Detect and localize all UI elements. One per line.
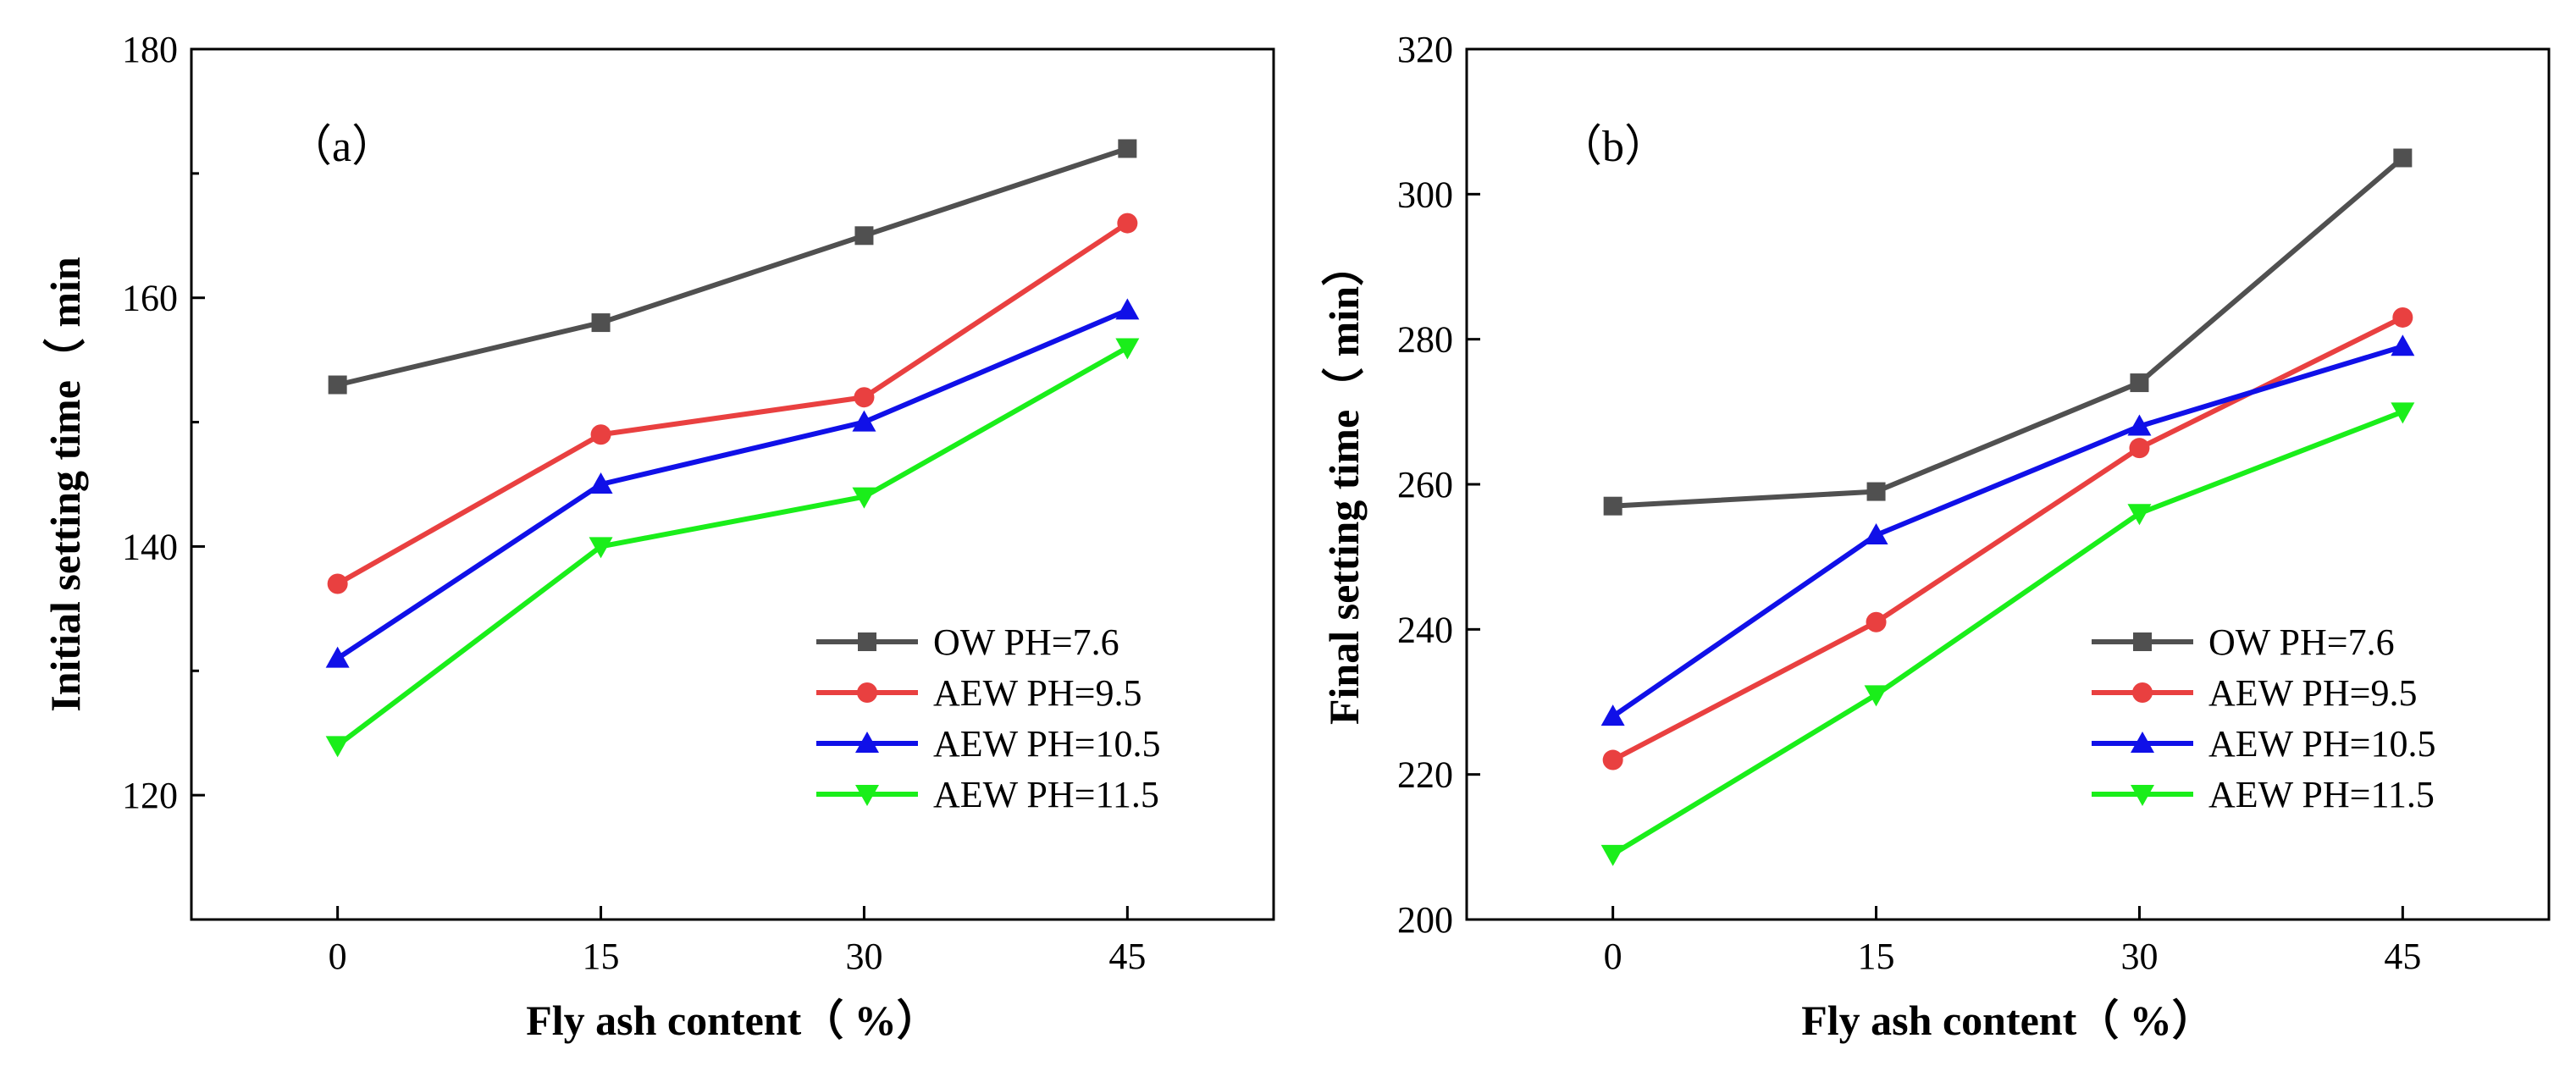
y-tick-label: 140	[122, 526, 178, 567]
axis-ticks: 120 140 160 180 0 15 30 45	[122, 29, 1146, 977]
legend-marker	[2133, 632, 2152, 651]
panel-label: （b）	[1558, 123, 1668, 171]
x-axis-title: Fly ash content（ %）	[1801, 997, 2214, 1044]
panel-label: （a）	[288, 123, 395, 171]
data-point	[590, 424, 611, 445]
data-point	[591, 313, 611, 333]
y-tick-label: 180	[122, 29, 178, 70]
x-tick-label: 45	[2384, 936, 2421, 977]
series-line	[335, 307, 1129, 661]
y-axis-title: Initial setting time（ min	[41, 257, 89, 712]
data-point	[852, 410, 876, 432]
x-tick-label: 30	[845, 936, 882, 977]
plot-frame	[190, 47, 1275, 921]
legend-marker	[2131, 785, 2154, 806]
series-line	[336, 146, 1129, 388]
data-point	[2393, 148, 2413, 168]
y-tick-label: 160	[122, 278, 178, 319]
legend: OW PH=7.6 AEW PH=9.5 AEW PH=10.5 AEW PH=11.…	[816, 621, 1160, 815]
y-tick-label: 260	[1397, 464, 1453, 505]
series-line	[335, 345, 1129, 748]
series-line	[1611, 315, 2404, 763]
data-point	[589, 537, 613, 559]
x-axis-title: Fly ash content（ %）	[526, 997, 939, 1044]
data-point	[1602, 749, 1623, 770]
series-markers	[1600, 148, 2415, 866]
legend-label: AEW PH=9.5	[2208, 672, 2417, 714]
data-point	[1864, 685, 1888, 707]
x-tick-label: 0	[329, 936, 347, 977]
legend-label: AEW PH=9.5	[933, 672, 1142, 714]
data-point	[2391, 402, 2415, 424]
data-point	[1603, 496, 1622, 516]
data-point	[325, 736, 350, 758]
legend-label: AEW PH=10.5	[933, 723, 1160, 765]
data-point	[1864, 522, 1888, 544]
panel-b: 200 220 240 260 280 300 320 0 15 30 45 （b） Fly ash…	[1320, 29, 2551, 1044]
series-markers	[325, 139, 1140, 758]
series-line	[1612, 156, 2405, 509]
legend-label: AEW PH=11.5	[933, 774, 1159, 815]
series-line	[336, 221, 1130, 587]
data-point	[325, 646, 350, 668]
y-tick-label: 200	[1397, 899, 1453, 941]
data-point	[589, 472, 613, 494]
legend-label: OW PH=7.6	[933, 621, 1119, 663]
data-point	[1866, 482, 1886, 501]
y-tick-label: 240	[1397, 609, 1453, 650]
x-tick-label: 15	[1858, 936, 1895, 977]
y-tick-label: 320	[1397, 29, 1453, 70]
data-point	[1118, 139, 1137, 158]
legend-label: OW PH=7.6	[2208, 621, 2395, 663]
series-line	[1611, 344, 2404, 719]
data-point	[328, 375, 347, 395]
legend-marker	[855, 732, 879, 753]
y-tick-label: 220	[1397, 754, 1453, 796]
data-point	[854, 387, 875, 408]
series-lines	[335, 146, 1130, 748]
legend-label: AEW PH=11.5	[2208, 774, 2435, 815]
y-tick-label: 120	[122, 775, 178, 816]
legend-marker	[855, 785, 879, 806]
legend-marker	[857, 682, 877, 703]
x-tick-label: 15	[583, 936, 620, 977]
data-point	[2129, 438, 2150, 459]
series-line	[1611, 409, 2404, 857]
y-tick-label: 300	[1397, 174, 1453, 215]
data-point	[1600, 704, 1625, 726]
data-point	[1115, 338, 1140, 360]
legend-marker	[2131, 732, 2154, 753]
y-axis-title: Final setting time（ min）	[1320, 244, 1368, 725]
data-point	[2127, 504, 2152, 526]
data-point	[2391, 334, 2415, 356]
data-point	[2392, 307, 2413, 328]
data-point	[1117, 213, 1138, 234]
panel-a: 120 140 160 180 0 15 30 45 （a） Fly ash content（…	[41, 29, 1275, 1044]
y-tick-label: 280	[1397, 319, 1453, 361]
data-point	[2127, 414, 2152, 436]
data-point	[854, 226, 874, 246]
x-tick-label: 0	[1604, 936, 1622, 977]
data-point	[852, 487, 876, 509]
data-point	[327, 573, 348, 594]
legend: OW PH=7.6 AEW PH=9.5 AEW PH=10.5 AEW PH=11.…	[2092, 621, 2435, 815]
x-tick-label: 45	[1108, 936, 1146, 977]
data-point	[1866, 611, 1887, 632]
data-point	[1115, 298, 1140, 320]
data-point	[2130, 373, 2149, 393]
legend-marker	[858, 632, 876, 651]
data-point	[1600, 844, 1625, 866]
x-tick-label: 30	[2120, 936, 2158, 977]
series-lines	[1611, 156, 2405, 857]
axis-ticks: 200 220 240 260 280 300 320 0 15 30 45	[1397, 29, 2421, 977]
legend-label: AEW PH=10.5	[2208, 723, 2435, 765]
legend-marker	[2132, 682, 2153, 703]
